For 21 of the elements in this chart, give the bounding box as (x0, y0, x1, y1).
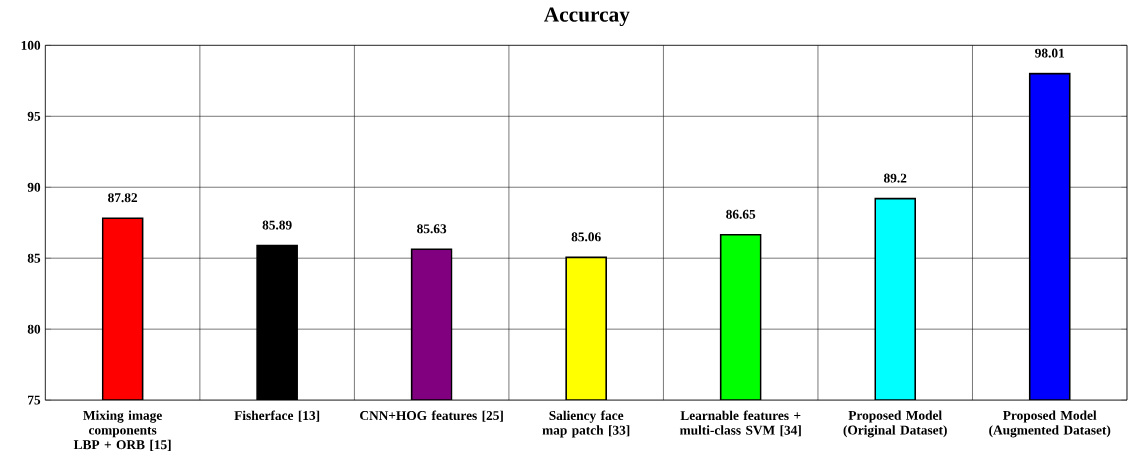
x-tick-label: Mixing image components LBP + ORB [15] (73, 410, 171, 451)
x-tick-label: Saliency face map patch [33] (542, 410, 630, 438)
x-tick-label: Proposed Model (Original Dataset) (843, 410, 947, 438)
y-tick-label: 90 (27, 182, 41, 192)
x-tick-label: Learnable features + multi-class SVM [34] (679, 410, 801, 437)
x-tick-label: CNN+HOG features [25] (360, 410, 503, 422)
data-label: 87.82 (108, 192, 138, 203)
data-label: 85.89 (262, 220, 292, 230)
data-label: 86.65 (726, 209, 756, 219)
y-tick-label: 85 (27, 253, 41, 263)
y-tick-label: 95 (27, 111, 41, 121)
data-label: 85.63 (417, 224, 447, 234)
chart-title: Accurcay (544, 7, 630, 26)
data-label: 89.2 (883, 173, 907, 183)
x-tick-label: Proposed Model (Augmented Dataset) (989, 410, 1111, 438)
data-label: 98.01 (1035, 48, 1065, 58)
y-tick-label: 75 (28, 395, 41, 405)
data-label: 85.06 (571, 232, 601, 242)
y-tick-label: 100 (21, 40, 41, 50)
x-tick-label: Fisherface [13] (234, 410, 320, 422)
y-tick-label: 80 (27, 324, 41, 334)
